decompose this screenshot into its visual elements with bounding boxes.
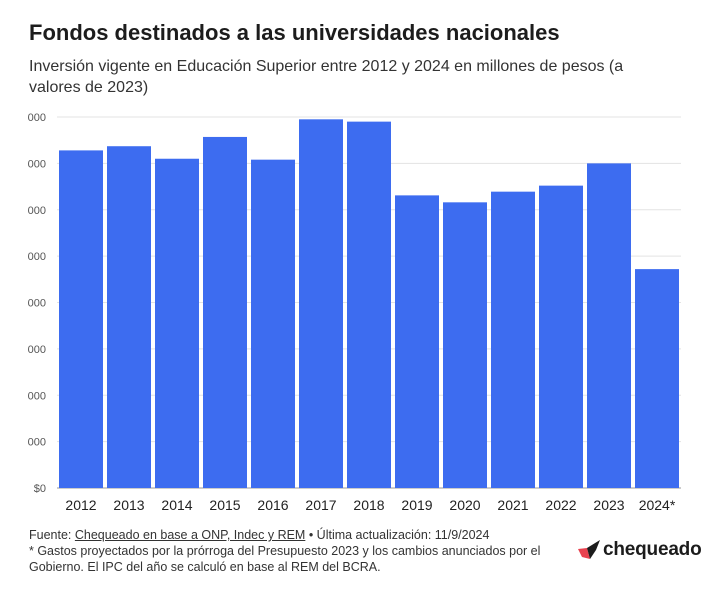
bar (59, 150, 103, 488)
y-tick-label: 000 (28, 112, 46, 124)
brand-name: chequeado (603, 539, 701, 560)
y-tick-label: 000 (28, 251, 46, 263)
source-prefix: Fuente: (29, 528, 75, 542)
x-tick-label: 2023 (593, 497, 624, 513)
bar (539, 185, 583, 488)
y-tick-label: $0 (34, 483, 46, 495)
x-tick-label: 2015 (209, 497, 240, 513)
bar (107, 146, 151, 488)
chart-subtitle: Inversión vigente en Educación Superior … (29, 58, 624, 96)
y-tick-label: 000 (28, 390, 46, 402)
bar (587, 163, 631, 488)
bar (251, 159, 295, 488)
bar (347, 121, 391, 488)
chequeado-logo: chequeado (578, 539, 701, 561)
y-tick-label: 000 (28, 158, 46, 170)
x-tick-label: 2016 (257, 497, 288, 513)
x-tick-label: 2018 (353, 497, 384, 513)
x-tick-label: 2020 (449, 497, 480, 513)
bar-chart: $0 000 000 000 000 000 000 000 000 2012 2013 2014 20… (28, 112, 681, 513)
bar (203, 136, 247, 488)
mark-right-shape (587, 540, 600, 559)
bar (155, 158, 199, 489)
y-tick-label: 000 (28, 298, 46, 310)
y-tick-label: 000 (28, 344, 46, 356)
bar (395, 195, 439, 488)
y-tick-label: 000 (28, 437, 46, 449)
bar (635, 269, 679, 488)
chart-title: Fondos destinados a las universidades na… (29, 20, 560, 45)
x-tick-label: 2017 (305, 497, 336, 513)
x-tick-label: 2019 (401, 497, 432, 513)
x-tick-label: 2024* (639, 497, 676, 513)
x-tick-label: 2022 (545, 497, 576, 513)
x-tick-label: 2012 (65, 497, 96, 513)
mark-left-shape (578, 548, 590, 559)
chequeado-mark-icon (578, 540, 600, 559)
chart-footer: Fuente: Chequeado en base a ONP, Indec y… (29, 527, 569, 575)
x-tick-label: 2013 (113, 497, 144, 513)
bar (491, 191, 535, 488)
bar (443, 202, 487, 488)
x-tick-label: 2021 (497, 497, 528, 513)
update-date: • Última actualización: 11/9/2024 (305, 528, 490, 542)
source-link[interactable]: Chequeado en base a ONP, Indec y REM (74, 528, 306, 542)
bar (299, 119, 343, 488)
x-tick-label: 2014 (161, 497, 192, 513)
y-tick-label: 000 (28, 205, 46, 217)
footnote: * Gastos proyectados por la prórroga del… (29, 544, 541, 574)
